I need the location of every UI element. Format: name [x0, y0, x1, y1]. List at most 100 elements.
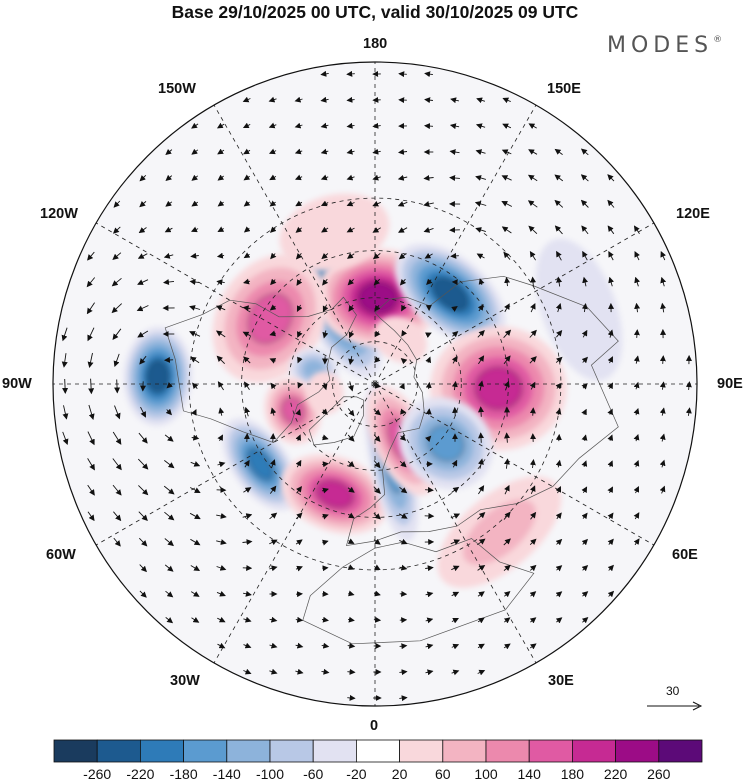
colorbar-tick-label: -260 — [83, 766, 111, 782]
wind-arrow — [218, 407, 225, 416]
wind-arrow — [555, 565, 563, 572]
wind-arrow — [190, 538, 201, 546]
wind-arrow — [322, 461, 329, 468]
wind-arrow — [216, 590, 226, 597]
wind-arrow — [633, 225, 640, 235]
wind-arrow — [685, 407, 692, 416]
wind-arrow — [217, 381, 224, 391]
wind-arrow — [476, 97, 486, 104]
wind-arrow — [397, 174, 408, 181]
wind-arrow — [555, 591, 563, 598]
wind-arrow — [425, 486, 434, 493]
wind-arrow — [295, 409, 301, 416]
wind-arrow — [296, 304, 303, 312]
colorbar-tick-label: -60 — [303, 766, 323, 782]
wind-arrow — [62, 405, 69, 420]
wind-arrow — [555, 303, 562, 313]
wind-arrow — [191, 616, 200, 623]
wind-arrow — [503, 617, 511, 624]
wind-arrow — [607, 225, 615, 235]
wind-arrow — [321, 513, 329, 520]
wind-arrow — [269, 174, 277, 181]
wind-arrow — [347, 408, 355, 417]
wind-arrow — [581, 434, 588, 441]
wind-arrow — [425, 643, 434, 650]
wind-arrow — [217, 148, 225, 155]
wind-arrow — [372, 200, 381, 207]
wind-arrow — [607, 382, 613, 390]
wind-arrow — [373, 616, 382, 623]
wind-arrow — [347, 278, 355, 286]
wind-arrow — [346, 200, 355, 207]
colorbar-tick-label: -20 — [346, 766, 366, 782]
wind-arrow — [113, 200, 121, 208]
wind-arrow — [373, 538, 381, 545]
wind-arrow — [295, 642, 304, 649]
colorbar-tick-label: -100 — [256, 766, 284, 782]
wind-arrow — [216, 279, 225, 286]
wind-arrow — [322, 434, 329, 441]
wind-arrow — [607, 486, 613, 494]
lon-label-150w: 150W — [158, 81, 196, 97]
wind-arrow — [269, 459, 276, 469]
wind-arrow — [321, 642, 330, 649]
wind-arrow — [215, 305, 226, 311]
map-border — [52, 61, 698, 707]
wind-arrow — [659, 485, 666, 494]
wind-arrow — [607, 434, 614, 442]
meridian-line — [374, 383, 537, 664]
wind-arrow — [528, 123, 537, 129]
wind-arrow — [243, 252, 251, 259]
wind-arrow — [243, 487, 252, 493]
wind-arrow — [269, 565, 278, 572]
wind-arrow — [243, 278, 251, 285]
wind-arrow — [163, 279, 175, 285]
wind-arrow — [633, 407, 640, 416]
wind-arrow — [112, 484, 122, 496]
wind-arrow — [503, 251, 511, 260]
wind-arrow — [190, 252, 199, 259]
wind-arrow — [504, 303, 510, 313]
wind-arrow — [529, 250, 536, 261]
wind-arrow — [189, 279, 200, 286]
wind-arrow — [659, 355, 666, 364]
wind-arrow — [425, 617, 434, 624]
wind-arrow — [88, 404, 95, 420]
wind-arrow — [295, 434, 301, 441]
wind-arrow — [452, 406, 459, 417]
wind-arrow — [346, 148, 355, 155]
colorbar-swatch — [485, 739, 530, 763]
wind-arrow — [475, 175, 487, 181]
wind-arrow — [451, 617, 459, 624]
wind-arrow — [477, 643, 485, 650]
wind-arrow — [295, 565, 303, 572]
wind-arrow — [321, 252, 329, 260]
wind-arrow — [659, 459, 666, 468]
wind-arrow — [555, 538, 563, 546]
wind-arrow — [321, 382, 328, 391]
wind-arrow — [424, 435, 432, 442]
wind-arrow — [633, 355, 640, 364]
wind-arrow — [165, 408, 172, 416]
wind-arrow — [138, 432, 148, 444]
wind-arrow — [112, 458, 122, 471]
lon-label-60w: 60W — [46, 547, 76, 563]
wind-arrow — [478, 485, 485, 495]
wind-arrow — [399, 460, 407, 468]
wind-arrow — [398, 227, 408, 233]
wind-arrow — [477, 329, 485, 338]
wind-arrow — [581, 486, 588, 494]
wind-arrow — [372, 174, 381, 181]
wind-arrow — [86, 302, 95, 315]
wind-arrow — [580, 199, 589, 208]
wind-arrow — [270, 252, 277, 260]
wind-arrow — [581, 565, 589, 572]
wind-arrow — [164, 538, 174, 547]
wind-arrow — [554, 199, 564, 208]
wind-arrow — [607, 356, 613, 364]
meridian-line — [374, 383, 655, 546]
wind-arrow — [215, 330, 226, 338]
wind-arrow — [373, 590, 381, 597]
wind-arrow — [189, 487, 201, 493]
meridian-line — [95, 222, 376, 385]
